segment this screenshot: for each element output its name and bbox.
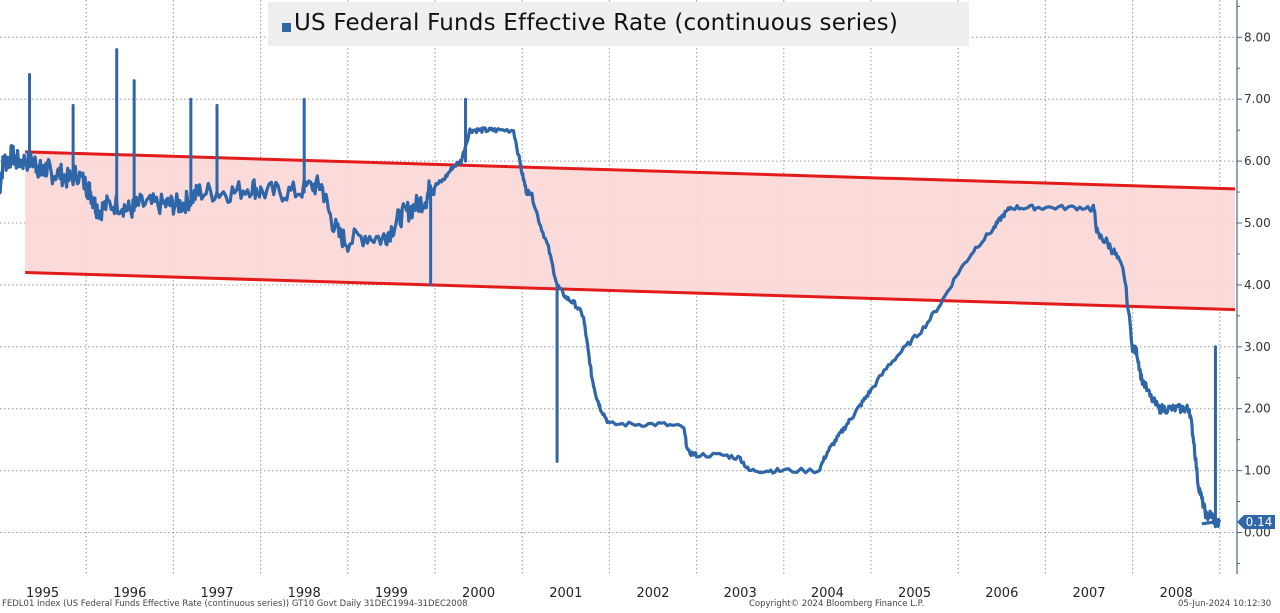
last-value-badge (1237, 515, 1275, 529)
last-value-label: 0.14 (1246, 515, 1273, 529)
channel-lower-line (25, 271, 1236, 312)
x-axis: 1995 1996 1997 1998 1999 2000 2001 2002 2003 2004… (26, 586, 1193, 601)
footer-timestamp: 05-Jun-2024 10:12:30 (1178, 599, 1272, 609)
y-tick-label: 1.00 (1244, 464, 1271, 478)
x-tick-label: 1995 (26, 586, 59, 601)
legend: US Federal Funds Effective Rate (continu… (268, 2, 969, 46)
x-tick-label: 2002 (636, 586, 669, 601)
x-tick-label: 1997 (200, 586, 233, 601)
y-tick-label: 3.00 (1244, 340, 1271, 354)
y-tick-label: 5.00 (1244, 216, 1271, 230)
x-tick-label: 2007 (1072, 586, 1105, 601)
x-tick-label: 2001 (549, 586, 582, 601)
series-line (0, 48, 1221, 529)
channel-upper-line (25, 150, 1236, 191)
legend-label: US Federal Funds Effective Rate (continu… (294, 10, 898, 36)
x-tick-label: 2004 (811, 586, 844, 601)
x-tick-label: 2008 (1160, 586, 1193, 601)
y-tick-label: 6.00 (1244, 154, 1271, 168)
y-tick-label: 7.00 (1244, 92, 1271, 106)
channel-fill (25, 151, 1235, 310)
x-tick-label: 2006 (985, 586, 1018, 601)
x-tick-label: 1998 (288, 586, 321, 601)
y-tick-label: 4.00 (1244, 278, 1271, 292)
y-tick-label: 2.00 (1244, 402, 1271, 416)
x-tick-label: 1999 (375, 586, 408, 601)
x-tick-label: 2000 (462, 586, 495, 601)
y-axis: 0.001.002.003.004.005.006.007.008.00 (1236, 0, 1271, 574)
x-tick-label: 2005 (898, 586, 931, 601)
last-value-marker: 0.14 (1237, 515, 1275, 529)
x-tick-label: 2003 (724, 586, 757, 601)
y-tick-label: 8.00 (1244, 30, 1271, 44)
rate-line (0, 126, 1221, 529)
trend-channel (25, 150, 1236, 312)
footer-copyright: Copyright© 2024 Bloomberg Finance L.P. (749, 599, 925, 609)
legend-swatch-icon (282, 23, 291, 32)
footer-source: FEDL01 Index (US Federal Funds Effective… (2, 599, 468, 609)
x-tick-label: 1996 (113, 586, 146, 601)
